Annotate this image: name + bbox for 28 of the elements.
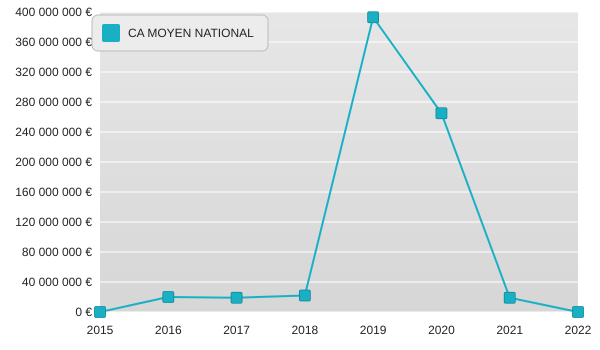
x-tick-label: 2017	[223, 323, 250, 337]
point	[367, 11, 380, 24]
point	[162, 291, 174, 303]
y-tick-label: 120 000 000 €	[15, 215, 92, 230]
legend-label: CA MOYEN NATIONAL	[128, 26, 254, 40]
x-tick-label: 2015	[86, 323, 114, 337]
y-tick-label: 360 000 000 €	[15, 35, 92, 50]
point	[504, 292, 516, 304]
y-tick-label: 240 000 000 €	[15, 125, 92, 140]
x-tick-label: 2018	[292, 323, 319, 337]
point	[436, 107, 448, 120]
y-tick-label: 400 000 000 €	[15, 5, 92, 20]
x-tick-label: 2019	[360, 323, 387, 337]
y-tick-label: 0 €	[75, 305, 92, 320]
y-tick-label: 40 000 000 €	[22, 275, 92, 290]
x-tick-label: 2016	[154, 323, 182, 337]
x-tick-label: 2020	[428, 323, 456, 337]
y-tick-label: 80 000 000 €	[22, 245, 92, 260]
x-tick-label: 2022	[564, 323, 592, 337]
y-tick-label: 280 000 000 €	[15, 95, 92, 110]
y-tick-label: 160 000 000 €	[15, 185, 92, 200]
x-tick-label: 2021	[496, 323, 524, 337]
point	[230, 292, 242, 304]
y-tick-label: 320 000 000 €	[15, 65, 92, 80]
y-tick-label: 200 000 000 €	[15, 155, 92, 170]
point	[94, 306, 106, 318]
point	[298, 290, 311, 302]
point	[572, 306, 584, 318]
